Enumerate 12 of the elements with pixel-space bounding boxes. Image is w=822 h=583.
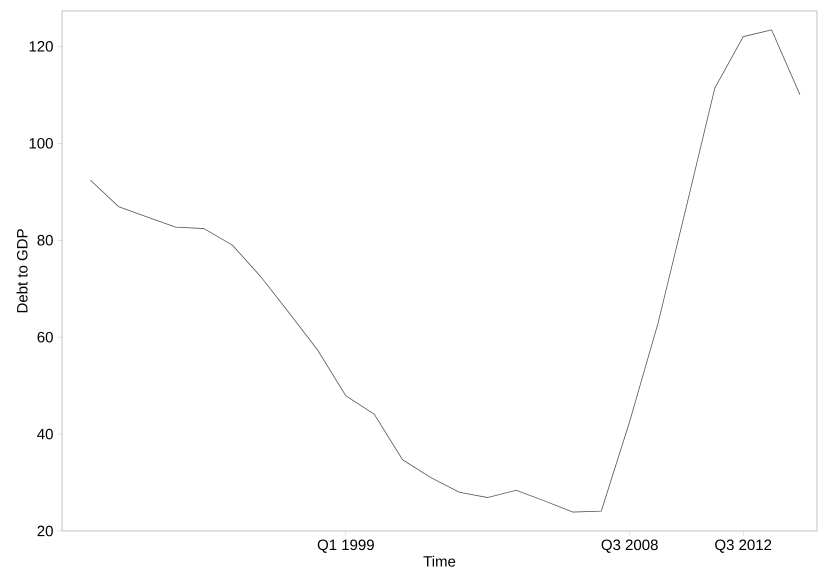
y-tick-label: 100 xyxy=(30,138,53,149)
y-tick-label: 20 xyxy=(38,526,53,536)
y-tick-label: 60 xyxy=(38,332,53,342)
y-tick-label: 40 xyxy=(37,428,53,440)
x-tick-label: Q3 2012 xyxy=(715,540,772,553)
line-series xyxy=(90,29,800,512)
x-tick-label: Q1 1999 xyxy=(318,540,374,553)
y-tick-label: 120 xyxy=(30,41,53,52)
x-tick-label: Q3 2008 xyxy=(602,540,658,553)
x-axis-title: Time xyxy=(423,556,456,567)
y-axis-title: Debt to GDP xyxy=(16,229,28,312)
y-tick-label: 80 xyxy=(37,234,53,246)
